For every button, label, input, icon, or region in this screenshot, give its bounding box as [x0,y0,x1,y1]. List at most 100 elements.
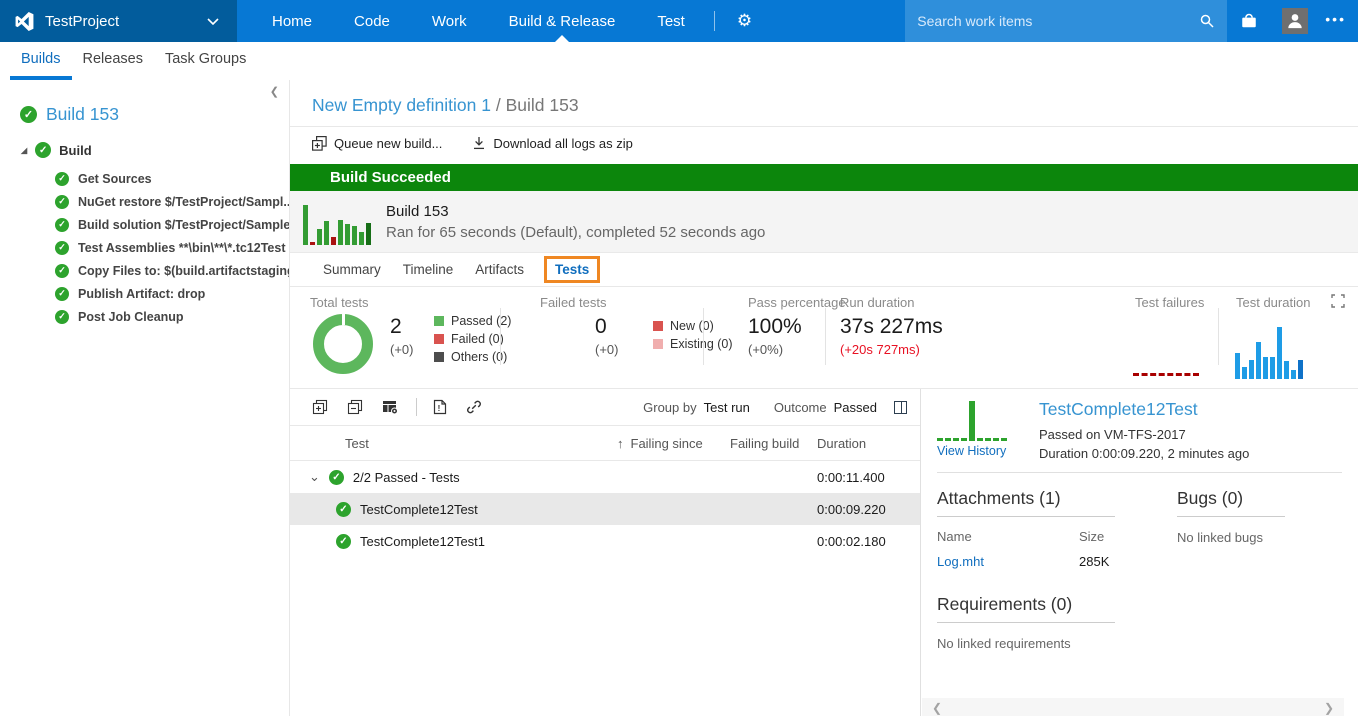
test-row[interactable]: ✓ TestComplete12Test 0:00:09.220 [290,493,920,525]
user-avatar[interactable] [1282,8,1309,34]
column-failing-build[interactable]: Failing build [730,435,800,451]
expand-all-icon[interactable] [312,399,328,415]
sidebar-build-title[interactable]: ✓ Build 153 [20,104,289,125]
detail-duration: Duration 0:00:09.220, 2 minutes ago [1039,446,1250,461]
nav-item-build-release[interactable]: Build & Release [488,0,637,42]
sidebar-build-group[interactable]: ◢ ✓ Build [21,142,92,158]
duration-bar [1277,327,1282,379]
nav-item-work[interactable]: Work [431,12,467,30]
breadcrumb-build: Build 153 [505,95,579,115]
history-point [937,438,943,441]
test-detail-pane: View History TestComplete12Test Passed o… [920,389,1358,716]
history-bar [352,225,357,245]
horizontal-scrollbar[interactable]: ❮ ❯ [922,698,1344,716]
tree-expander-icon[interactable]: ◢ [21,145,28,155]
test-group-row[interactable]: ⌄ ✓ 2/2 Passed - Tests 0:00:11.400 [290,461,920,493]
hub-item-builds[interactable]: Builds [10,42,72,80]
nav-divider [713,11,715,31]
attachment-size: 285K [1079,554,1110,569]
tab-tests[interactable]: Tests [544,256,601,283]
scroll-right-icon[interactable]: ❯ [1323,701,1334,715]
history-point [961,438,967,441]
test-row[interactable]: ✓ TestComplete12Test1 0:00:02.180 [290,525,920,557]
build-step-get-sources[interactable]: ✓ Get Sources [0,167,289,190]
test-results-pane: ! Group by Test run Outcome Passed Test … [290,389,920,716]
detail-test-title[interactable]: TestComplete12Test [1039,399,1198,419]
build-step-publish-artifact[interactable]: ✓ Publish Artifact: drop [0,282,289,305]
build-summary-strip: Build 153 Ran for 65 seconds (Default), … [290,191,1358,253]
build-step-nuget-restore-te[interactable]: ✓ NuGet restore $/TestProject/Sampl... [0,190,289,213]
scroll-left-icon[interactable]: ❮ [932,701,943,715]
nav-item-test[interactable]: Test [657,12,685,30]
collapse-sidebar-icon[interactable]: ❮ [269,86,279,98]
sort-up-icon: ↑ [617,435,624,451]
command-bar: Queue new build... Download all logs as … [290,127,1358,159]
test-name: TestComplete12Test [360,501,478,517]
view-history-link[interactable]: View History [937,444,1007,458]
failed-tests-legend: New (0) Existing (0) [653,319,733,355]
build-status-banner: Build Succeeded [290,164,1358,191]
download-logs-button[interactable]: Download all logs as zip [472,136,633,151]
hub-item-task-groups[interactable]: Task Groups [164,51,247,67]
duration-bar [1263,357,1268,379]
tab-summary[interactable]: Summary [323,262,381,277]
build-step-copy-files-to-b[interactable]: ✓ Copy Files to: $(build.artifactstaging.… [0,259,289,282]
duration-bar [1242,367,1247,379]
test-duration-label: Test duration [1236,295,1311,310]
build-step-test-assemblies[interactable]: ✓ Test Assemblies **\bin\**\*.tc12Test [0,236,289,259]
marketplace-bag-icon[interactable] [1227,12,1271,30]
search-icon[interactable] [1199,13,1215,29]
column-test[interactable]: Test [345,435,369,451]
history-point [977,438,983,441]
divider [290,126,1358,127]
test-duration-value: 0:00:09.220 [817,501,886,517]
tab-timeline[interactable]: Timeline [402,262,454,277]
build-history-chart[interactable] [303,199,371,245]
divider [290,286,1358,287]
column-duration[interactable]: Duration [817,435,867,451]
chevron-down-icon[interactable]: ⌄ [309,469,320,484]
bugs-section: Bugs (0) No linked bugs [1177,488,1342,651]
column-failing-since[interactable]: ↑ Failing since [617,435,703,451]
attachment-link[interactable]: Log.mht [937,554,984,569]
history-point [993,438,999,441]
search-input[interactable] [917,13,1200,29]
history-point [969,401,975,441]
attachments-heading: Attachments (1) [937,488,1115,517]
test-rows: ⌄ ✓ 2/2 Passed - Tests 0:00:11.400 ✓ TestComp… [290,461,920,557]
legend-swatch [653,321,663,331]
history-bar [345,223,350,245]
build-step-build-solution-t[interactable]: ✓ Build solution $/TestProject/Sample... [0,213,289,236]
error-document-icon[interactable]: ! [433,399,447,415]
queue-new-build-button[interactable]: Queue new build... [312,136,442,151]
chevron-down-icon[interactable] [203,14,223,29]
nav-item-home[interactable]: Home [272,12,313,30]
legend-item: Passed (2) [434,314,511,328]
hub-item-releases[interactable]: Releases [82,51,143,67]
duration-bar [1298,360,1303,379]
details-pane-toggle-icon[interactable] [894,400,907,414]
more-actions-ellipsis-icon[interactable]: ••• [1325,11,1346,27]
collapse-all-icon[interactable] [347,399,363,415]
queue-build-icon [312,135,327,151]
duration-bar [1256,342,1261,379]
attachment-size-header: Size [1079,529,1105,544]
expand-fullscreen-icon[interactable] [1331,294,1345,308]
group-by-dropdown[interactable]: Test run [703,399,750,415]
link-icon[interactable] [466,399,482,415]
run-duration-label: Run duration [840,295,915,310]
definition-link[interactable]: New Empty definition 1 [312,95,491,115]
outcome-dropdown[interactable]: Passed [833,399,877,415]
tab-artifacts[interactable]: Artifacts [475,262,525,277]
settings-gear-icon[interactable]: ⚙ [736,11,753,30]
test-history-chart[interactable] [937,397,1025,441]
project-selector[interactable]: TestProject [0,0,237,42]
test-name: TestComplete12Test1 [360,533,486,549]
build-title: Build 153 [386,202,449,220]
build-step-post-job-cleanup[interactable]: ✓ Post Job Cleanup [0,305,289,328]
test-duration-chart[interactable] [1235,327,1303,379]
nav-item-code[interactable]: Code [354,12,390,30]
run-settings-grid-icon[interactable] [382,400,399,415]
search-box[interactable] [905,0,1228,42]
legend-item: Existing (0) [653,337,733,351]
